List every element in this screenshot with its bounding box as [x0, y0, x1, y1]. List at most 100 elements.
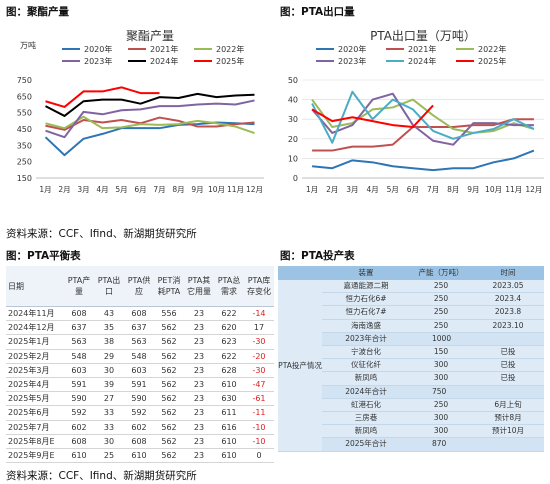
- capacity-value: 300: [410, 411, 472, 426]
- balance-cell: 622: [214, 349, 244, 364]
- table-row: 2025年8月E 608 30 608 562 23 610 -10: [6, 434, 274, 450]
- capacity-plant: 新凤鸣: [322, 424, 410, 439]
- balance-header-cell: PTA总需求: [214, 266, 244, 307]
- balance-cell: 610: [214, 448, 244, 464]
- x-tick-label: 12月: [246, 185, 263, 194]
- capacity-plant: 新凤鸣: [322, 371, 410, 386]
- balance-cell: 562: [154, 363, 184, 379]
- balance-cell: 17: [244, 320, 274, 336]
- table-row: 2025年1月 563 38 563 562 23 623 -30: [6, 334, 274, 350]
- x-tick-label: 2月: [326, 185, 338, 194]
- balance-cell: 590: [124, 391, 154, 407]
- balance-cell: 591: [64, 377, 94, 393]
- balance-cell: 23: [184, 334, 214, 350]
- x-tick-label: 6月: [407, 185, 419, 194]
- balance-cell: 562: [154, 405, 184, 421]
- balance-cell: 608: [64, 306, 94, 322]
- series-line: [45, 115, 255, 135]
- legend-label: 2022年: [216, 44, 244, 54]
- balance-cell: 603: [64, 363, 94, 379]
- table-row: 2025年4月 591 39 591 562 23 610 -47: [6, 377, 274, 393]
- x-tick-label: 5月: [387, 185, 399, 194]
- capacity-header-cell: 装置: [322, 266, 410, 280]
- balance-cell: 610: [214, 434, 244, 450]
- legend-label: 2025年: [216, 56, 244, 66]
- capacity-value: 250: [410, 280, 472, 294]
- y-tick-label: 40: [288, 96, 298, 105]
- table-row: 2025年3月 603 30 603 562 23 628 -30: [6, 363, 274, 379]
- balance-cell: 602: [64, 420, 94, 435]
- capacity-value: 250: [410, 319, 472, 333]
- x-tick-label: 8月: [172, 185, 184, 194]
- balance-cell: 556: [154, 306, 184, 322]
- legend-label: 2024年: [408, 56, 436, 66]
- balance-cell: 592: [124, 405, 154, 421]
- series-line: [311, 98, 535, 134]
- balance-cell: 2024年12月: [6, 320, 64, 336]
- series-line: [311, 90, 535, 144]
- balance-cell: 2025年4月: [6, 377, 64, 393]
- y-tick-label: 0: [293, 174, 298, 183]
- y-tick-label: 750: [17, 76, 32, 85]
- capacity-time: 已投: [472, 371, 544, 386]
- balance-cell: 23: [184, 391, 214, 407]
- capacity-sum-value: 750: [410, 385, 544, 399]
- balance-cell: 548: [124, 349, 154, 364]
- table-row: 2023年合计 1000: [278, 332, 544, 347]
- balance-cell: 23: [184, 405, 214, 421]
- balance-cell: 43: [94, 306, 124, 322]
- capacity-plant: 恒力石化6#: [322, 292, 410, 307]
- table-row: 2025年7月 602 33 602 562 23 616 -10: [6, 420, 274, 435]
- capacity-time: 2023.8: [472, 305, 544, 320]
- x-tick-label: 6月: [134, 185, 146, 194]
- table-row: PTA投产情况 嘉通能源二期 250 2023.05: [278, 280, 544, 452]
- balance-cell: 610: [64, 448, 94, 464]
- balance-cell: -11: [244, 405, 274, 421]
- capacity-plant: 恒力石化7#: [322, 305, 410, 320]
- balance-cell: 23: [184, 349, 214, 364]
- balance-cell: 2025年9月E: [6, 448, 64, 464]
- table-row: 恒力石化7# 250 2023.8: [278, 305, 544, 320]
- legend-label: 2023年: [84, 56, 112, 66]
- balance-cell: 623: [214, 334, 244, 350]
- capacity-sum-label: 2024年合计: [322, 385, 410, 399]
- balance-cell: 637: [64, 320, 94, 336]
- table-row: 虹港石化 250 6月上旬: [278, 398, 544, 413]
- balance-cell: 590: [64, 391, 94, 407]
- capacity-time: 6月上旬: [472, 398, 544, 413]
- balance-cell: 23: [184, 320, 214, 336]
- series-line: [311, 149, 535, 172]
- right-chart-header: 图：PTA出口量: [280, 6, 355, 18]
- y-tick-label: 450: [17, 125, 32, 134]
- table-row: 恒力石化6# 250 2023.4: [278, 292, 544, 307]
- balance-header-cell: PTA其它用量: [184, 266, 214, 307]
- source-note-bottom: 资料来源：CCF、Ifind、新湖期货研究所: [6, 470, 197, 482]
- balance-cell: 33: [94, 405, 124, 421]
- table-row: 2025年合计 870: [278, 437, 544, 452]
- balance-cell: 2025年2月: [6, 349, 64, 364]
- x-tick-label: 3月: [346, 185, 358, 194]
- y-tick-label: 20: [288, 135, 298, 144]
- x-tick-label: 9月: [191, 185, 203, 194]
- table-row: 2024年合计 750: [278, 385, 544, 399]
- balance-cell: 23: [184, 434, 214, 450]
- capacity-time: 已投: [472, 358, 544, 373]
- balance-cell: 2025年7月: [6, 420, 64, 435]
- balance-header-cell: PTA出口: [94, 266, 124, 307]
- balance-cell: 33: [94, 420, 124, 435]
- balance-cell: -10: [244, 420, 274, 435]
- legend-label: 2023年: [338, 56, 366, 66]
- table-row: 新凤鸣 300 预计10月: [278, 424, 544, 439]
- balance-table-header: 图：PTA平衡表: [6, 250, 81, 262]
- capacity-value: 250: [410, 398, 472, 413]
- capacity-time: 2023.10: [472, 319, 544, 333]
- series-line: [45, 86, 160, 108]
- balance-cell: 2025年5月: [6, 391, 64, 407]
- capacity-value: 300: [410, 371, 472, 386]
- capacity-time: 预计8月: [472, 411, 544, 426]
- balance-cell: 30: [94, 363, 124, 379]
- balance-cell: 30: [94, 434, 124, 450]
- left-chart-header: 图：聚酯产量: [6, 6, 69, 18]
- balance-cell: 602: [124, 420, 154, 435]
- balance-cell: 23: [184, 377, 214, 393]
